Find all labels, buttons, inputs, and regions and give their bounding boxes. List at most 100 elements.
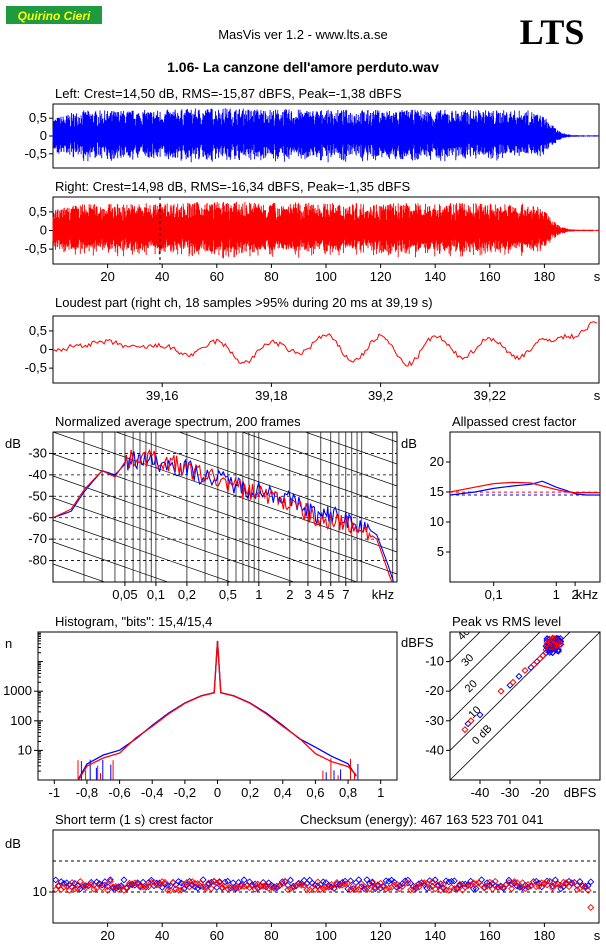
spectrum-slope-line (53, 432, 397, 553)
spectrum-slope-line (53, 674, 397, 794)
spectrum-xtick-label: 7 (342, 587, 349, 602)
short-term-crest-point (429, 878, 436, 886)
short-term-crest-point (388, 876, 395, 884)
short-term-crest-point (456, 880, 464, 888)
short-term-crest-point (453, 885, 461, 893)
short-term-crest-point (221, 878, 229, 886)
waveform-right-xtick-label: 140 (424, 269, 446, 284)
short-term-crest-point (431, 885, 439, 893)
track-title: 1.06- La canzone dell'amore perduto.wav (167, 59, 439, 75)
loudest-part-title: Loudest part (right ch, 18 samples >95% … (55, 295, 433, 310)
brand-logo: LTS (520, 12, 585, 52)
allpass-crest-ytick-label: 5 (437, 544, 444, 559)
short-term-crest-point (52, 876, 60, 884)
short-term-crest-point (221, 883, 229, 891)
short-term-crest-point (439, 884, 447, 892)
peak-rms-point (506, 681, 514, 689)
histogram-tail-spikes (77, 758, 355, 780)
short-term-crest-point (289, 884, 297, 892)
short-term-crest-point (475, 879, 483, 887)
waveform-right: Right: Crest=14,98 dB, RMS=-16,34 dBFS, … (25, 179, 601, 284)
short-term-crest-point (284, 886, 292, 894)
short-term-crest-point (467, 881, 475, 889)
spectrum-ytick-label: -80 (28, 553, 47, 568)
histogram-title: Histogram, "bits": 15,4/15,4 (55, 614, 212, 629)
peak-vs-rms-xtick-label: -40 (471, 785, 490, 800)
short-term-crest-point (576, 878, 584, 885)
short-term-crest-point (183, 878, 191, 886)
spectrum-slope-line (115, 432, 397, 531)
checksum: Checksum (energy): 467 163 523 701 041 (300, 812, 544, 827)
short-term-crest-point (439, 880, 447, 888)
short-term-crest-point (145, 883, 153, 891)
short-term-crest-point (426, 884, 434, 892)
spectrum-xtick-label: 0,05 (112, 587, 137, 602)
short-term-crest-point (166, 886, 174, 894)
histogram-xtick-label: 0,2 (241, 785, 259, 800)
waveform-right-xtick-label: 60 (210, 269, 224, 284)
short-term-crest-point (287, 876, 294, 884)
waveform-right-xtick-label: 120 (370, 269, 392, 284)
short-term-crest-point (196, 879, 204, 887)
loudest-part-signal (52, 321, 598, 367)
short-term-crest-point (199, 883, 207, 891)
short-term-crest-point (90, 885, 98, 893)
allpass-crest-ytick-label: 10 (430, 514, 444, 529)
short-term-crest-point (232, 885, 240, 893)
short-term-crest-xtick-label: 120 (370, 928, 392, 943)
short-term-crest-point (120, 876, 128, 884)
short-term-crest-point (584, 886, 592, 894)
peak-rms-point (539, 652, 547, 660)
short-term-crest-point (71, 879, 79, 887)
peak-rms-point (461, 726, 469, 734)
short-term-crest-point (68, 879, 76, 887)
peak-rms-point (497, 687, 505, 695)
short-term-crest-point (180, 885, 188, 893)
short-term-crest-point (393, 880, 401, 888)
spectrum: Normalized average spectrum, 200 frames d… (5, 414, 398, 794)
waveform-left-ytick-label: 0,5 (29, 110, 47, 125)
short-term-crest-point (207, 885, 215, 892)
short-term-crest-point (104, 886, 112, 894)
short-term-crest-point (486, 878, 494, 886)
short-term-crest-point (319, 885, 327, 892)
allpass-crest-xtick-label: 0,1 (485, 587, 503, 602)
short-term-crest-point (216, 879, 223, 887)
loudest-part-ytick-label: 0 (40, 342, 47, 357)
short-term-crest-point (330, 885, 338, 893)
histogram: Histogram, "bits": 15,4/15,4n100010010-1… (3, 614, 398, 800)
short-term-crest-point (199, 876, 207, 884)
peak-vs-rms-title: Peak vs RMS level (452, 614, 561, 629)
short-term-crest-point (60, 883, 68, 891)
short-term-crest-point (177, 886, 185, 894)
peak-rms-point (555, 638, 563, 646)
short-term-crest-point (115, 885, 122, 893)
short-term-crest-point (273, 882, 281, 890)
short-term-crest-point (188, 878, 196, 886)
waveform-right-xtick-label: 160 (479, 269, 501, 284)
waveform-left-ytick-label: 0 (40, 128, 47, 143)
spectrum-slope-line (53, 586, 397, 706)
short-term-crest-xtick-label: 140 (424, 928, 446, 943)
histogram-xtick-label: 0,8 (339, 785, 357, 800)
waveform-left: Left: Crest=14,50 dB, RMS=-15,87 dBFS, P… (25, 86, 600, 169)
short-term-crest-point (540, 879, 548, 887)
short-term-crest-point (87, 881, 95, 888)
short-term-crest-xtick-label: 40 (155, 928, 169, 943)
allpass-crest-ylabel: dB (401, 436, 417, 451)
crest-diagonal (450, 632, 481, 663)
short-term-crest-point (194, 884, 202, 892)
spectrum-xunit: kHz (372, 587, 394, 602)
histogram-ytick-label: 1000 (3, 683, 32, 698)
short-term-crest-ylabel: dB (5, 836, 21, 851)
short-term-crest-point (448, 883, 456, 891)
short-term-crest-point (336, 880, 344, 888)
short-term-crest-point (265, 884, 273, 892)
short-term-crest-point (188, 881, 196, 889)
peak-rms-point (554, 647, 562, 655)
spectrum-xtick-label: 1 (255, 587, 262, 602)
peak-vs-rms-ytick-label: -20 (425, 683, 444, 698)
